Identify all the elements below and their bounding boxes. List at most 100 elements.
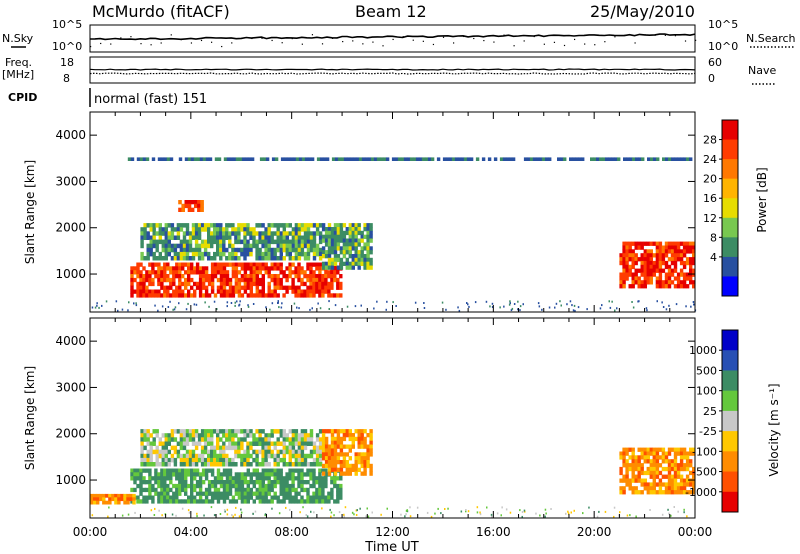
echo-cell xyxy=(288,251,292,257)
echo-cell xyxy=(312,441,317,446)
echo-cell xyxy=(225,462,229,467)
echo-cell xyxy=(297,483,301,489)
echo-cell xyxy=(661,249,666,254)
echo-cell xyxy=(142,468,146,473)
echo-cell xyxy=(312,491,316,496)
echo-cell xyxy=(619,253,623,258)
echo-cell xyxy=(258,495,262,500)
colorbar-swatch xyxy=(722,431,738,452)
clutter-cell xyxy=(173,308,176,311)
echo-cell xyxy=(142,277,146,283)
echo-cell xyxy=(228,483,233,489)
echo-cell xyxy=(336,491,340,496)
echo-cell xyxy=(318,235,323,240)
echo-cell xyxy=(689,268,693,273)
echo-cell xyxy=(357,250,361,255)
echo-cell xyxy=(255,243,259,249)
clutter-cell xyxy=(544,515,546,518)
echo-cell xyxy=(324,285,328,290)
echo-cell xyxy=(658,284,663,289)
echo-cell xyxy=(318,256,323,261)
echo-cell xyxy=(670,482,675,487)
echo-cell xyxy=(288,270,292,275)
clutter-cell xyxy=(400,513,402,516)
echo-cell xyxy=(306,491,310,496)
echo-cell xyxy=(658,280,663,285)
echo-cell xyxy=(158,223,162,228)
echo-cell xyxy=(200,223,205,228)
echo-cell xyxy=(309,468,313,473)
clutter-cell xyxy=(496,512,499,515)
echo-cell xyxy=(336,277,340,283)
echo-cell xyxy=(90,493,94,498)
echo-cell xyxy=(297,453,302,459)
echo-cell xyxy=(210,285,215,290)
echo-cell xyxy=(635,157,639,161)
echo-cell xyxy=(190,157,195,161)
echo-cell xyxy=(176,223,181,228)
echo-cell xyxy=(366,265,370,270)
echo-cell xyxy=(318,457,323,463)
echo-cell xyxy=(318,266,322,271)
echo-cell xyxy=(140,453,144,459)
echo-cell xyxy=(173,437,178,442)
echo-cell xyxy=(261,441,265,446)
echo-cell xyxy=(291,429,296,434)
echo-cell xyxy=(354,246,358,251)
echo-cell xyxy=(658,486,663,491)
clutter-cell xyxy=(683,508,685,511)
echo-cell xyxy=(625,257,629,262)
echo-cell xyxy=(622,455,626,460)
echo-cell xyxy=(243,277,248,283)
echo-cell xyxy=(288,223,292,228)
echo-cell xyxy=(228,468,233,473)
echo-cell xyxy=(184,277,188,283)
echo-cell xyxy=(267,243,271,249)
clutter-cell xyxy=(535,512,537,515)
echo-cell xyxy=(179,251,184,257)
echo-cell xyxy=(673,245,678,250)
echo-cell xyxy=(222,281,227,287)
echo-cell xyxy=(178,270,182,275)
echo-cell xyxy=(178,487,182,493)
echo-cell xyxy=(315,262,319,267)
echo-cell xyxy=(685,490,690,495)
echo-cell xyxy=(619,260,623,266)
echo-cell xyxy=(303,441,308,446)
x-tick-label: 20:00 xyxy=(577,525,612,539)
echo-cell xyxy=(291,441,296,446)
echo-cell xyxy=(207,429,211,434)
echo-cell xyxy=(348,250,352,255)
echo-cell xyxy=(170,235,175,240)
echo-cell xyxy=(178,285,182,290)
echo-cell xyxy=(664,280,669,285)
echo-cell xyxy=(151,476,155,481)
echo-cell xyxy=(631,455,635,460)
echo-cell xyxy=(179,243,184,249)
clutter-cell xyxy=(629,514,631,517)
echo-cell xyxy=(228,262,233,267)
echo-cell xyxy=(646,455,650,460)
echo-cell xyxy=(611,157,615,161)
echo-cell xyxy=(154,274,158,279)
clutter-cell xyxy=(588,506,590,509)
echo-cell xyxy=(649,268,653,273)
echo-cell xyxy=(139,472,143,477)
echo-cell xyxy=(628,463,632,468)
echo-cell xyxy=(321,254,326,259)
y-tick-label: 2000 xyxy=(55,427,86,441)
echo-cell xyxy=(152,437,156,442)
echo-cell xyxy=(234,449,238,455)
echo-cell xyxy=(228,476,233,481)
echo-cell xyxy=(132,493,136,498)
echo-cell xyxy=(273,239,277,245)
echo-cell xyxy=(246,239,250,245)
echo-cell xyxy=(170,429,175,434)
echo-cell xyxy=(176,449,181,455)
echo-cell xyxy=(200,200,204,205)
echo-cell xyxy=(330,436,335,442)
clutter-cell xyxy=(677,510,679,513)
beam-title: Beam 12 xyxy=(355,2,427,21)
echo-cell xyxy=(294,243,299,249)
clutter-cell xyxy=(213,514,216,517)
